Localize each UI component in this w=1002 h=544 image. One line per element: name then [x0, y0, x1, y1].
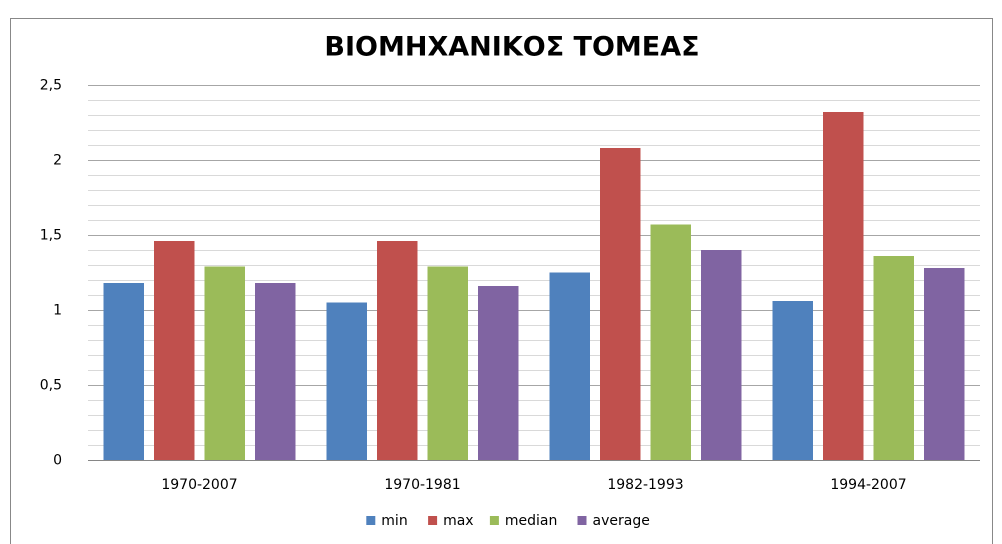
x-tick-label: 1994-2007: [830, 477, 906, 493]
legend-swatch: [489, 516, 499, 525]
legend-label: min: [381, 513, 407, 529]
bar: [204, 266, 245, 460]
x-tick-label: 1970-2007: [161, 477, 237, 493]
y-tick-label: 0,5: [40, 378, 62, 394]
bar: [478, 286, 519, 460]
bar: [772, 301, 813, 460]
bar: [255, 283, 296, 460]
bar: [701, 250, 742, 460]
y-tick-label: 1: [53, 303, 62, 319]
y-tick-label: 2: [53, 153, 62, 169]
legend-label: max: [443, 513, 474, 529]
legend-swatch: [577, 516, 587, 525]
legend-swatch: [366, 516, 376, 525]
legend-label: average: [593, 513, 650, 529]
bar: [154, 241, 195, 460]
bar: [103, 283, 144, 460]
bar: [600, 148, 641, 460]
y-tick-label: 1,5: [40, 228, 62, 244]
y-tick-label: 2,5: [40, 78, 62, 94]
bar: [873, 256, 914, 460]
x-tick-label: 1970-1981: [384, 477, 460, 493]
bar: [650, 224, 691, 460]
chart-title: ΒΙΟΜΗΧΑΝΙΚΟΣ ΤΟΜΕΑΣ: [324, 32, 699, 63]
bar: [377, 241, 418, 460]
bar: [326, 302, 367, 460]
legend-label: median: [505, 513, 557, 529]
bar: [427, 266, 468, 460]
x-tick-label: 1982-1993: [607, 477, 683, 493]
legend-swatch: [428, 516, 438, 525]
bar: [549, 272, 590, 460]
bar: [823, 112, 864, 460]
bar: [924, 268, 965, 460]
y-tick-label: 0: [53, 453, 62, 469]
